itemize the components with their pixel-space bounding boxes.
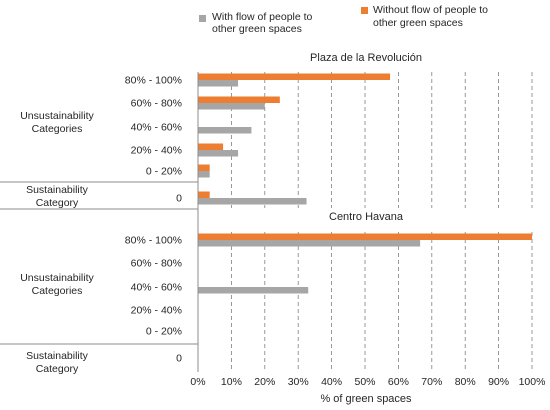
x-tick-label-6: 60%: [388, 376, 409, 388]
category-label-p0-0: 80% - 100%: [125, 75, 182, 87]
bar-with-flow-p0-5: [198, 198, 307, 205]
x-tick-label-1: 10%: [221, 376, 242, 388]
bar-with-flow-p0-2: [198, 127, 252, 134]
legend: With flow of people to other green space…: [199, 4, 488, 35]
bar-with-flow-p0-0: [198, 80, 239, 87]
bar-without-flow-p0-1: [198, 96, 280, 103]
category-label-p0-2: 40% - 60%: [131, 122, 182, 134]
legend-label-with-flow-1: With flow of people to: [212, 11, 313, 23]
grid: [230, 72, 533, 372]
bar-without-flow-p0-0: [198, 73, 391, 80]
group-label-sustainability-3: Sustainability: [26, 350, 89, 362]
bar-without-flow-p0-3: [198, 143, 224, 150]
legend-swatch-without-flow: [361, 7, 368, 14]
panel-title-plaza: Plaza de la Revolución: [310, 52, 422, 64]
bar-with-flow-p0-1: [198, 103, 265, 110]
bar-without-flow-p0-5: [198, 191, 210, 198]
x-tick-label-3: 30%: [288, 376, 309, 388]
group-label-unsustainability-3: Unsustainability: [20, 272, 94, 284]
x-tick-label-9: 90%: [488, 376, 509, 388]
bar-without-flow-p0-4: [198, 164, 210, 171]
category-label-p1-0: 80% - 100%: [125, 235, 182, 247]
group-label-sustainability-2: Category: [36, 197, 79, 209]
bar-with-flow-p1-0: [198, 240, 421, 247]
category-label-p0-5: 0: [176, 193, 182, 205]
legend-label-without-flow-2: other green spaces: [373, 17, 463, 29]
x-tick-label-7: 70%: [421, 376, 442, 388]
x-tick-label-2: 20%: [254, 376, 275, 388]
panel-title-centro: Centro Havana: [329, 211, 404, 223]
x-tick-label-10: 100%: [519, 376, 546, 388]
x-tick-label-0: 0%: [190, 376, 205, 388]
x-tick-label-5: 50%: [354, 376, 375, 388]
x-tick-label-8: 80%: [455, 376, 476, 388]
legend-label-with-flow-2: other green spaces: [212, 23, 302, 35]
group-label-sustainability-1: Sustainability: [26, 184, 89, 196]
legend-swatch-with-flow: [199, 15, 206, 22]
bar-with-flow-p0-4: [198, 171, 210, 178]
category-label-p1-4: 0 - 20%: [146, 326, 182, 338]
group-label-unsustainability-2: Categories: [32, 123, 83, 135]
bar-with-flow-p1-2: [198, 287, 309, 294]
category-labels: 80% - 100% 60% - 80% 40% - 60% 20% - 40% 0 -…: [125, 75, 182, 365]
category-label-p0-4: 0 - 20%: [146, 166, 182, 178]
category-label-p0-1: 60% - 80%: [131, 98, 182, 110]
x-axis-title: % of green spaces: [320, 393, 412, 405]
category-label-p1-1: 60% - 80%: [131, 258, 182, 270]
category-label-p1-3: 20% - 40%: [131, 305, 182, 317]
x-tick-labels: 0% 10% 20% 30% 40% 50% 60% 70% 80% 90% 100%: [190, 376, 545, 388]
category-label-p1-2: 40% - 60%: [131, 282, 182, 294]
category-label-p0-3: 20% - 40%: [131, 145, 182, 157]
group-label-unsustainability-4: Categories: [32, 285, 83, 297]
bars: [198, 73, 532, 294]
bar-without-flow-p1-0: [198, 233, 532, 240]
x-tick-label-4: 40%: [321, 376, 342, 388]
bar-with-flow-p0-3: [198, 150, 239, 157]
group-label-sustainability-4: Category: [36, 363, 79, 375]
category-label-p1-5: 0: [176, 353, 182, 365]
group-label-unsustainability-1: Unsustainability: [20, 110, 94, 122]
legend-label-without-flow-1: Without flow of people to: [373, 4, 488, 16]
